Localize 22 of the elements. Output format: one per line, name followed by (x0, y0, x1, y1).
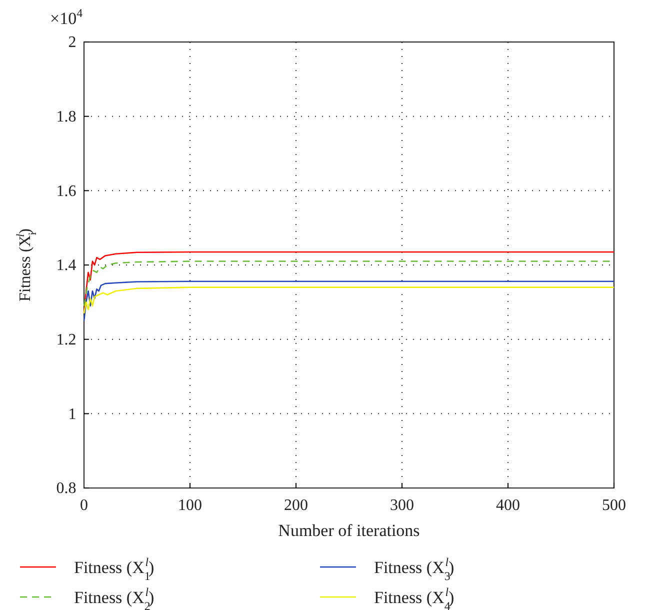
legend-label: Fitness (X$_{2}$$^{l}$) (74, 585, 154, 610)
line-series (83, 251, 615, 314)
line-series (83, 286, 615, 314)
x-tick-label: 100 (178, 497, 202, 514)
y-tick-label: 1.4 (56, 257, 76, 274)
y-tick-label: 2 (68, 34, 76, 52)
x-tick-label: 500 (602, 497, 626, 514)
y-tick-label: 1 (68, 406, 76, 423)
x-axis-title: Number of iterations (278, 521, 420, 540)
text: ×10$^{4}$ (50, 6, 83, 28)
x-tick-label: 400 (496, 497, 520, 514)
x-tick-label: 300 (390, 497, 414, 514)
x-tick-label: 200 (284, 497, 308, 514)
x-tick-label: 0 (80, 497, 88, 514)
line-series (83, 280, 615, 322)
legend-label: Fitness (X$_{1}$$^{l}$) (74, 555, 154, 583)
y-tick-label: 1.6 (56, 182, 76, 200)
y-tick-label: 0.8 (56, 480, 76, 498)
y-tick-label: 1.8 (56, 108, 76, 126)
legend-label: Fitness (X$_{4}$$^{l}$) (374, 585, 454, 610)
y-tick-label: 1.2 (56, 331, 76, 348)
legend-label: Fitness (X$_{3}$$^{l}$) (374, 555, 454, 583)
